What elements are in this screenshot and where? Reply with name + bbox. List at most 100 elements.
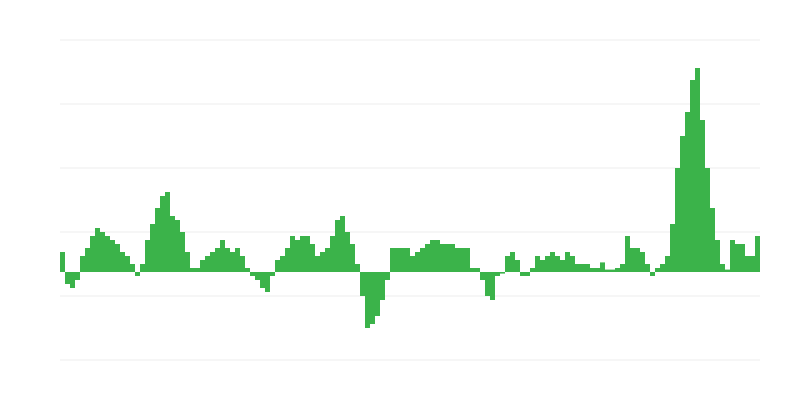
bar bbox=[290, 236, 295, 272]
bar bbox=[515, 260, 520, 272]
bar bbox=[430, 240, 435, 272]
bar bbox=[625, 236, 630, 272]
bar bbox=[425, 244, 430, 272]
bar bbox=[530, 268, 535, 272]
bar bbox=[245, 268, 250, 272]
bar bbox=[440, 244, 445, 272]
bar bbox=[225, 248, 230, 272]
bar bbox=[485, 272, 490, 296]
bar bbox=[470, 268, 475, 272]
bar bbox=[350, 244, 355, 272]
bar bbox=[75, 272, 80, 280]
bar bbox=[370, 272, 375, 324]
bar bbox=[240, 256, 245, 272]
bar bbox=[175, 220, 180, 272]
bar bbox=[335, 220, 340, 272]
bar bbox=[255, 272, 260, 280]
bar bbox=[610, 269, 615, 272]
bar bbox=[715, 240, 720, 272]
bar bbox=[615, 268, 620, 272]
bar bbox=[195, 268, 200, 272]
bar bbox=[455, 248, 460, 272]
bar bbox=[395, 248, 400, 272]
bar bbox=[665, 256, 670, 272]
bar bbox=[585, 264, 590, 272]
bar bbox=[735, 244, 740, 272]
bar bbox=[375, 272, 380, 316]
bar bbox=[415, 252, 420, 272]
bar bbox=[480, 272, 485, 280]
bar bbox=[630, 248, 635, 272]
bar bbox=[125, 256, 130, 272]
bar bbox=[405, 248, 410, 272]
bar bbox=[145, 240, 150, 272]
bar bbox=[155, 208, 160, 272]
bar bbox=[165, 192, 170, 272]
bar bbox=[445, 244, 450, 272]
bar bbox=[275, 260, 280, 272]
bar bbox=[670, 224, 675, 272]
bar bbox=[200, 260, 205, 272]
bar bbox=[525, 272, 530, 276]
bar bbox=[70, 272, 75, 288]
bar bbox=[500, 272, 505, 274]
bar bbox=[280, 256, 285, 272]
bar bbox=[265, 272, 270, 292]
bar bbox=[190, 268, 195, 272]
bar bbox=[655, 268, 660, 272]
bar bbox=[310, 244, 315, 272]
bar bbox=[340, 216, 345, 272]
bar bbox=[260, 272, 265, 288]
bar bbox=[220, 240, 225, 272]
bar bbox=[460, 248, 465, 272]
bar bbox=[215, 248, 220, 272]
bar bbox=[140, 264, 145, 272]
bar bbox=[755, 236, 760, 272]
bar bbox=[520, 272, 525, 276]
bar bbox=[490, 272, 495, 300]
bar bbox=[235, 248, 240, 272]
bar bbox=[95, 228, 100, 272]
bar bbox=[475, 268, 480, 272]
bar bbox=[170, 216, 175, 272]
bar bbox=[180, 232, 185, 272]
bar bbox=[295, 240, 300, 272]
bar bbox=[685, 112, 690, 272]
bar bbox=[595, 268, 600, 272]
bar bbox=[390, 248, 395, 272]
bar bbox=[250, 272, 255, 276]
bar bbox=[580, 264, 585, 272]
bar bbox=[210, 252, 215, 272]
bar bbox=[320, 252, 325, 272]
bar bbox=[560, 260, 565, 272]
bar bbox=[725, 269, 730, 272]
bar bbox=[65, 272, 70, 284]
bar bbox=[720, 264, 725, 272]
bar bbox=[450, 244, 455, 272]
bar bbox=[355, 264, 360, 272]
bar bbox=[110, 240, 115, 272]
bar bbox=[385, 272, 390, 280]
bar bbox=[600, 262, 605, 272]
bar bbox=[160, 196, 165, 272]
bar bbox=[695, 68, 700, 272]
bar bbox=[305, 236, 310, 272]
bar bbox=[740, 244, 745, 272]
bar bbox=[325, 248, 330, 272]
bar bbox=[565, 252, 570, 272]
bar bbox=[545, 256, 550, 272]
bar bbox=[85, 248, 90, 272]
bar bbox=[635, 248, 640, 272]
bar bbox=[495, 272, 500, 276]
bar bbox=[570, 256, 575, 272]
bar bbox=[130, 264, 135, 272]
bar bbox=[400, 248, 405, 272]
bar bbox=[730, 240, 735, 272]
bar bbox=[555, 256, 560, 272]
bar bbox=[605, 269, 610, 272]
bar bbox=[345, 232, 350, 272]
bar bbox=[645, 264, 650, 272]
bar bbox=[315, 256, 320, 272]
bar bbox=[380, 272, 385, 300]
